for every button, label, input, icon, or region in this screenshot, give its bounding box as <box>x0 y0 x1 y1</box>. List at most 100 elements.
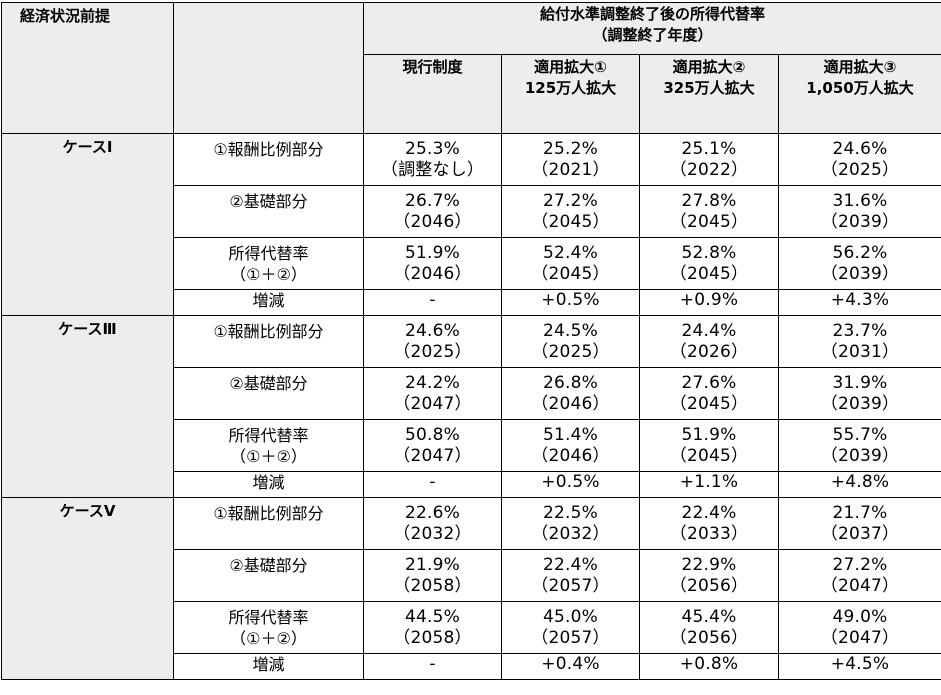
cell-value: 51.9% <box>642 425 776 446</box>
cell-value: 31.6% <box>781 191 939 212</box>
cell-value: 44.5% <box>366 607 499 628</box>
cell-value: +4.8% <box>781 472 939 493</box>
cell-value: - <box>366 472 499 493</box>
table-cell: 25.1%（2022） <box>640 134 779 186</box>
row-label: ①報酬比例部分 <box>174 134 364 186</box>
cell-year: （2045） <box>642 446 776 467</box>
cell-value: 27.2% <box>504 191 637 212</box>
table-cell: 51.4%（2046） <box>502 420 640 472</box>
table-cell: 55.7%（2039） <box>779 420 941 472</box>
cell-value: 52.8% <box>642 243 776 264</box>
cell-value: 22.9% <box>642 555 776 576</box>
cell-year: （2047） <box>366 394 499 415</box>
case-3-label: ケースⅢ <box>2 316 174 498</box>
cell-year: （2045） <box>642 394 776 415</box>
row-label: ②基礎部分 <box>174 550 364 602</box>
cell-value: 22.6% <box>366 503 499 524</box>
premise-header: 経済状況前提 <box>2 3 174 134</box>
cell-year: （2058） <box>366 576 499 597</box>
cell-value: 27.8% <box>642 191 776 212</box>
cell-value: +0.9% <box>642 290 776 311</box>
table-cell: 51.9%（2045） <box>640 420 779 472</box>
cell-value: 21.7% <box>781 503 939 524</box>
cell-year: （2056） <box>642 628 776 649</box>
cell-year: （2046） <box>366 264 499 285</box>
table-cell: 27.8%（2045） <box>640 186 779 238</box>
cell-value: +4.5% <box>781 654 939 675</box>
cell-value: 55.7% <box>781 425 939 446</box>
cell-value: 31.9% <box>781 373 939 394</box>
table-cell: 25.3%（調整なし） <box>364 134 502 186</box>
table-cell: 27.6%（2045） <box>640 368 779 420</box>
table-cell: 27.2%（2045） <box>502 186 640 238</box>
cell-year: （2039） <box>781 212 939 233</box>
table-cell: +0.4% <box>502 654 640 680</box>
table-cell: 22.4%（2057） <box>502 550 640 602</box>
table-cell: 31.9%（2039） <box>779 368 941 420</box>
row-label: ②基礎部分 <box>174 368 364 420</box>
table-cell: 49.0%（2047） <box>779 602 941 654</box>
table-cell: 51.9%（2046） <box>364 238 502 290</box>
cell-year: （2045） <box>642 264 776 285</box>
table-cell: 31.6%（2039） <box>779 186 941 238</box>
cell-year: （2045） <box>642 212 776 233</box>
cell-year: （2033） <box>642 524 776 545</box>
cell-value: 26.8% <box>504 373 637 394</box>
row-label: 増減 <box>174 654 364 680</box>
table-cell: 50.8%（2047） <box>364 420 502 472</box>
cell-value: 21.9% <box>366 555 499 576</box>
row-label: 増減 <box>174 290 364 316</box>
table-cell: 24.6%（2025） <box>779 134 941 186</box>
cell-year: （2026） <box>642 342 776 363</box>
table-cell: +4.5% <box>779 654 941 680</box>
row-label: 所得代替率（①＋②） <box>174 238 364 290</box>
table-header: 経済状況前提 給付水準調整終了後の所得代替率 （調整終了年度） 現行制度 適用拡… <box>2 3 941 134</box>
table-cell: 45.4%（2056） <box>640 602 779 654</box>
cell-value: 25.2% <box>504 139 637 160</box>
table-cell: 56.2%（2039） <box>779 238 941 290</box>
cell-value: 27.2% <box>781 555 939 576</box>
cell-year: （2046） <box>366 212 499 233</box>
cell-year: （2025） <box>366 342 499 363</box>
cell-value: +0.5% <box>504 472 637 493</box>
group-header-title: 給付水準調整終了後の所得代替率 <box>366 4 939 25</box>
cell-year: （2047） <box>366 446 499 467</box>
table-cell: 24.2%（2047） <box>364 368 502 420</box>
cell-value: 24.4% <box>642 321 776 342</box>
cell-value: - <box>366 654 499 675</box>
cell-year: （2039） <box>781 446 939 467</box>
table-cell: 27.2%（2047） <box>779 550 941 602</box>
cell-year: （2058） <box>366 628 499 649</box>
table-cell: 23.7%（2031） <box>779 316 941 368</box>
table-cell: 45.0%（2057） <box>502 602 640 654</box>
cell-year: （2047） <box>781 628 939 649</box>
cell-value: 22.4% <box>642 503 776 524</box>
cell-year: （2025） <box>504 342 637 363</box>
cell-year: （2037） <box>781 524 939 545</box>
table-cell: 24.4%（2026） <box>640 316 779 368</box>
cell-value: 51.4% <box>504 425 637 446</box>
cell-year: （2045） <box>504 264 637 285</box>
table-cell: 21.9%（2058） <box>364 550 502 602</box>
cell-year: （2032） <box>366 524 499 545</box>
cell-value: +4.3% <box>781 290 939 311</box>
table-cell: 52.4%（2045） <box>502 238 640 290</box>
cell-year: （2031） <box>781 342 939 363</box>
cell-value: 25.1% <box>642 139 776 160</box>
cell-value: +0.5% <box>504 290 637 311</box>
cell-value: 24.5% <box>504 321 637 342</box>
table-cell: 22.5%（2032） <box>502 498 640 550</box>
cell-year: （2025） <box>781 160 939 181</box>
cell-value: 45.0% <box>504 607 637 628</box>
cell-value: 49.0% <box>781 607 939 628</box>
cell-value: - <box>366 290 499 311</box>
table-cell: 24.5%（2025） <box>502 316 640 368</box>
table-cell: +0.9% <box>640 290 779 316</box>
cell-value: 45.4% <box>642 607 776 628</box>
cell-value: +0.4% <box>504 654 637 675</box>
cell-year: （2045） <box>504 212 637 233</box>
cell-value: 24.2% <box>366 373 499 394</box>
